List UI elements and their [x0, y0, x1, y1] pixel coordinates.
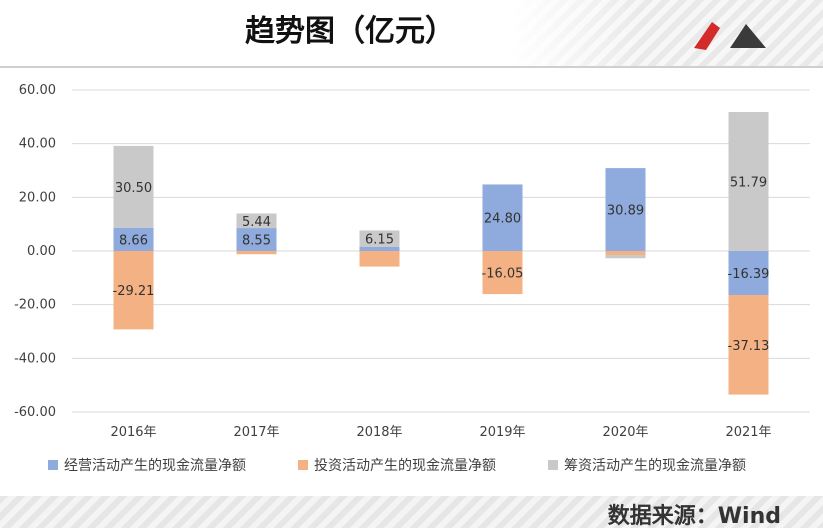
data-label: 24.80: [484, 212, 521, 227]
y-tick-label: 40.00: [19, 137, 56, 152]
bar-segment: [359, 251, 400, 267]
data-label: -37.13: [728, 339, 770, 354]
chart-title: 趋势图（亿元）: [245, 14, 455, 49]
data-label: -16.05: [482, 267, 524, 282]
legend-swatch: [298, 460, 308, 470]
legend-swatch: [548, 460, 558, 470]
legend-label: 筹资活动产生的现金流量净额: [564, 457, 746, 474]
data-label: 51.79: [730, 176, 767, 191]
y-tick-label: -60.00: [14, 405, 56, 420]
y-tick-label: -20.00: [14, 298, 56, 313]
y-tick-label: 60.00: [19, 83, 56, 98]
bar-segment: [605, 251, 646, 256]
y-tick-label: 20.00: [19, 190, 56, 205]
bar-segment: [728, 294, 769, 395]
y-tick-label: -40.00: [14, 351, 56, 366]
y-tick-label: 0.00: [27, 244, 56, 259]
bar-segment: [728, 251, 769, 295]
bar-segment: [605, 255, 646, 259]
source-note: 数据来源：Wind: [607, 504, 781, 529]
x-tick-label: 2017年: [233, 425, 279, 440]
bar-segment: [236, 213, 277, 229]
bar-segment: [113, 251, 154, 330]
data-label: 6.15: [365, 233, 394, 248]
footer-band: [0, 496, 823, 528]
data-label: -16.39: [728, 267, 770, 282]
legend-swatch: [48, 460, 58, 470]
data-label: 30.89: [607, 204, 644, 219]
x-tick-label: 2019年: [479, 425, 525, 440]
legend-label: 投资活动产生的现金流量净额: [314, 458, 496, 474]
data-label: -29.21: [113, 284, 155, 299]
header-background: [0, 0, 640, 66]
x-tick-label: 2021年: [725, 425, 771, 440]
bar-segment: [728, 112, 769, 251]
x-tick-label: 2016年: [110, 425, 156, 440]
header-divider: [0, 66, 823, 68]
brand-logo-icon: [694, 22, 766, 50]
data-label: 8.55: [242, 234, 271, 249]
bar-segment: [113, 227, 154, 251]
x-tick-label: 2020年: [602, 425, 648, 440]
data-label: 30.50: [115, 181, 152, 196]
data-label: 8.66: [119, 233, 148, 248]
bar-segment: [605, 168, 646, 251]
chart-area: 60.00 40.00 20.00 0.00 -20.00 -40.00 -60.00 8.6…: [14, 83, 810, 474]
x-tick-label: 2018年: [356, 425, 402, 440]
bar-segment: [359, 246, 400, 251]
bar-segment: [236, 228, 277, 251]
bar-segment: [482, 184, 523, 251]
bar-segment: [236, 251, 277, 255]
data-label: 5.44: [242, 215, 271, 230]
bar-segment: [482, 251, 523, 295]
legend-label: 经营活动产生的现金流量净额: [64, 458, 246, 474]
bar-segment: [359, 230, 400, 247]
bar-segment: [113, 145, 154, 228]
